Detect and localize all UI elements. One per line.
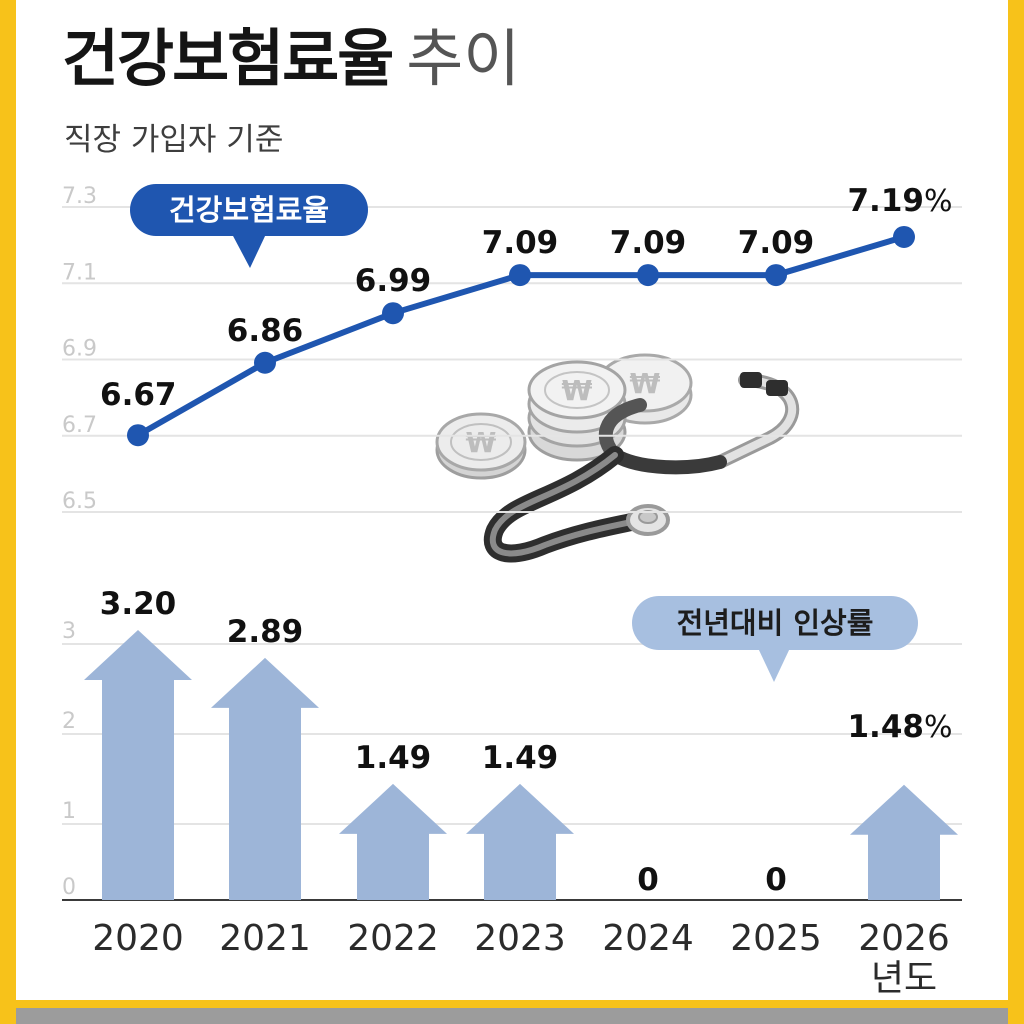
bar-arrow	[339, 783, 447, 900]
x-tick-label: 2026	[858, 918, 950, 959]
percent-suffix: %	[924, 184, 953, 219]
x-tick-label: 2022	[347, 918, 439, 959]
frame-bottom-band	[16, 1008, 1008, 1024]
bar-y-tick-label: 1	[62, 799, 76, 824]
line-value-label: 6.99	[355, 263, 432, 299]
line-y-tick-label: 6.7	[62, 413, 97, 438]
x-tick-label: 2025	[730, 918, 822, 959]
svg-text:₩: ₩	[562, 374, 593, 407]
chart-title: 건강보험료율 추이	[62, 22, 520, 96]
line-series	[127, 225, 915, 447]
x-tick-label: 2024	[602, 918, 694, 959]
won-coin-icon: ₩	[435, 412, 527, 480]
line-point	[509, 264, 531, 287]
line-y-tick-label: 7.3	[62, 184, 97, 209]
line-y-tick-label: 6.5	[62, 489, 97, 514]
line-value-label: 6.86	[227, 313, 304, 349]
bar-arrow	[211, 657, 319, 900]
bar-value-label: 0	[637, 862, 659, 898]
line-value-label: 7.09	[610, 225, 687, 261]
bar-value-label: 2.89	[227, 614, 304, 650]
frame-left	[0, 0, 16, 1024]
line-point	[254, 351, 276, 374]
bar-arrow	[466, 783, 574, 900]
bar-y-tick-label: 3	[62, 619, 76, 644]
line-point	[893, 225, 915, 248]
svg-text:₩: ₩	[466, 426, 497, 459]
value-labels: 6.67 6.86 6.99 7.09 7.09 7.09 7.19% 3.20 2.89 1.4…	[100, 183, 953, 898]
x-tick-label: 2020	[92, 918, 184, 959]
line-value-label: 7.09	[738, 225, 815, 261]
bar-value-label: 3.20	[100, 586, 177, 622]
line-value-label: 7.09	[482, 225, 559, 261]
bar-y-tick-label: 2	[62, 709, 76, 734]
bar-arrow	[84, 630, 192, 900]
line-series-callout-tail	[232, 234, 266, 268]
bar-series	[84, 630, 958, 900]
frame-right	[1008, 0, 1024, 1024]
bar-value-label: 1.49	[355, 740, 432, 776]
percent-suffix: %	[924, 710, 953, 745]
svg-text:₩: ₩	[630, 367, 661, 400]
decoration: ₩ ₩ ₩	[435, 353, 800, 563]
bar-series-callout-tail	[758, 648, 790, 682]
line-point	[382, 302, 404, 325]
bar-value-label: 1.48%	[847, 709, 952, 745]
line-point	[765, 264, 787, 287]
line-point	[637, 264, 659, 287]
x-tick-label: 2023	[474, 918, 566, 959]
x-tick-label: 2021	[219, 918, 311, 959]
line-y-tick-label: 7.1	[62, 260, 97, 285]
bar-arrow	[850, 784, 958, 900]
chart-title-sub: 추이	[406, 22, 521, 95]
line-value-label: 7.19%	[847, 183, 952, 219]
line-series-callout-label: 건강보험료율	[169, 193, 329, 227]
chart-subtitle: 직장 가입자 기준	[64, 122, 284, 158]
bar-value-label: 0	[765, 862, 787, 898]
line-y-tick-label: 6.9	[62, 337, 97, 362]
line-point	[127, 424, 149, 447]
line-chart-grid: 7.3 7.1 6.9 6.7 6.5	[62, 184, 962, 514]
bar-series-callout-box	[632, 596, 918, 650]
bar-value-label: 1.49	[482, 740, 559, 776]
bar-series-callout-label: 전년대비 인상률	[677, 606, 874, 640]
line-series-callout-box	[130, 184, 368, 236]
x-axis-label: 년도	[871, 958, 937, 999]
chart-title-main: 건강보험료율	[62, 22, 394, 95]
line-value-label: 6.67	[100, 377, 177, 413]
bar-y-tick-label: 0	[62, 875, 76, 900]
